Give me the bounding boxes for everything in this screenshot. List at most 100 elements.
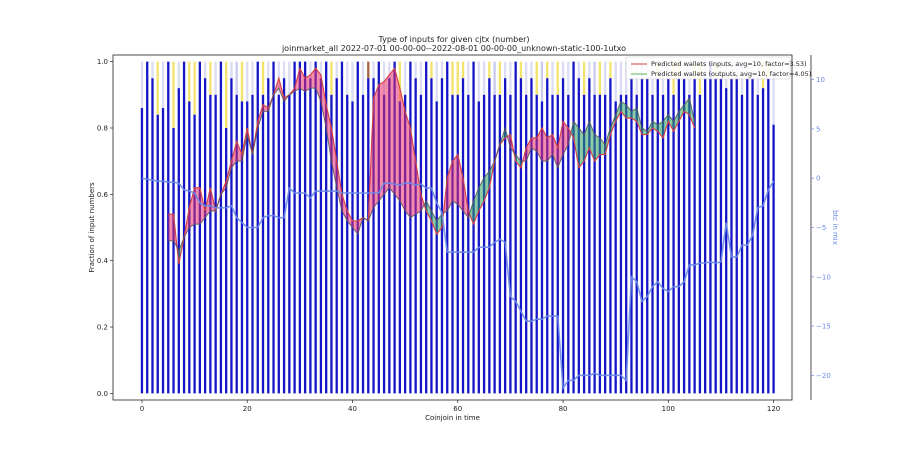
prediction-gap-fill (405, 111, 411, 218)
bar (551, 94, 554, 394)
bar-top-segment (330, 61, 333, 95)
prediction-gap-fill (452, 154, 458, 205)
prediction-gap-fill (378, 81, 385, 201)
bar (261, 94, 265, 394)
bar (246, 101, 249, 394)
prediction-gap-fill (426, 200, 432, 221)
bar-top-segment (156, 61, 159, 115)
prediction-gap-fill (599, 137, 606, 155)
bar-top-segment (398, 61, 402, 102)
bar (556, 94, 559, 394)
bar (646, 78, 649, 394)
prediction-gap-fill (484, 171, 490, 201)
bar-top-segment (556, 61, 559, 95)
bar-top-segment (188, 61, 191, 102)
bar (340, 61, 344, 394)
prediction-gap-fill (578, 127, 585, 168)
bar-top-segment (498, 61, 502, 95)
bar (277, 94, 280, 394)
bar (414, 78, 417, 394)
bar (672, 94, 675, 394)
bar (698, 94, 702, 394)
prediction-gap-fill (168, 214, 174, 241)
bar (398, 101, 402, 394)
prediction-gap-fill (657, 121, 664, 138)
bar-top-segment (440, 61, 444, 79)
prediction-gap-fill (399, 88, 406, 211)
prediction-gap-fill (573, 121, 579, 168)
bar (177, 88, 180, 394)
bar (740, 94, 744, 394)
x-tick-label: 20 (243, 405, 252, 413)
bar (704, 78, 707, 394)
prediction-gap-fill (263, 104, 269, 112)
bar (667, 78, 670, 394)
y2-tick-label: −10 (816, 273, 831, 281)
prediction-gap-fill (620, 101, 627, 119)
prediction-gap-fill (447, 161, 453, 211)
bar-top-segment (403, 61, 407, 95)
bar-top-segment (225, 61, 228, 128)
bar-top-segment (151, 61, 154, 79)
bar (761, 88, 765, 394)
bar (514, 61, 517, 394)
bar (193, 114, 196, 394)
bar-top-segment (209, 61, 212, 95)
y-tick-label: 0.2 (97, 324, 108, 332)
bar (182, 61, 186, 394)
bar-top-segment (267, 61, 270, 79)
bar (677, 78, 680, 394)
bar (209, 94, 212, 394)
bar (767, 78, 770, 394)
bar (203, 78, 207, 394)
bar (503, 78, 507, 394)
bar-top-segment (577, 61, 580, 79)
bar-top-segment (588, 61, 591, 79)
bar (314, 61, 317, 394)
prediction-gap-fill (436, 214, 442, 235)
prediction-gap-fill (552, 134, 558, 168)
bar (140, 108, 144, 394)
bar (272, 61, 275, 394)
bar (325, 61, 328, 394)
bar (267, 78, 270, 394)
bar (688, 94, 691, 394)
legend-box (625, 56, 791, 80)
bar-top-segment (535, 61, 538, 95)
bar (377, 61, 380, 394)
bar (619, 94, 623, 394)
prediction-gap-fill (526, 137, 532, 162)
bar (756, 94, 759, 394)
bar-top-segment (477, 61, 480, 102)
bar (714, 78, 717, 394)
bar-top-segment (451, 61, 454, 95)
bar (367, 78, 370, 394)
legend-label-inputs: Predicted wallets (inputs, avg=10, facto… (651, 60, 807, 68)
prediction-gap-fill (610, 114, 616, 135)
bar (240, 101, 244, 394)
prediction-gap-fill (631, 108, 637, 122)
prediction-gap-fill (189, 187, 195, 228)
bar (425, 61, 428, 394)
prediction-gap-fill (457, 154, 464, 211)
bar (319, 78, 323, 394)
y-tick-label: 0.8 (97, 124, 108, 132)
bar-top-segment (482, 61, 486, 95)
bar-top-segment (561, 61, 565, 79)
bar-top-segment (488, 61, 491, 79)
bar (530, 78, 533, 394)
bar (603, 94, 607, 394)
prediction-gap-fill (415, 161, 421, 215)
bar (709, 61, 712, 394)
bar (372, 78, 375, 394)
bar (440, 78, 444, 394)
bar-top-segment (551, 61, 554, 95)
prediction-lines-layer (168, 66, 696, 265)
bar-top-segment (619, 61, 623, 95)
prediction-gap-fill (336, 161, 342, 211)
bar (446, 61, 449, 394)
bar-top-segment (282, 61, 286, 79)
bar-top-segment (214, 61, 217, 95)
bar (298, 61, 302, 394)
